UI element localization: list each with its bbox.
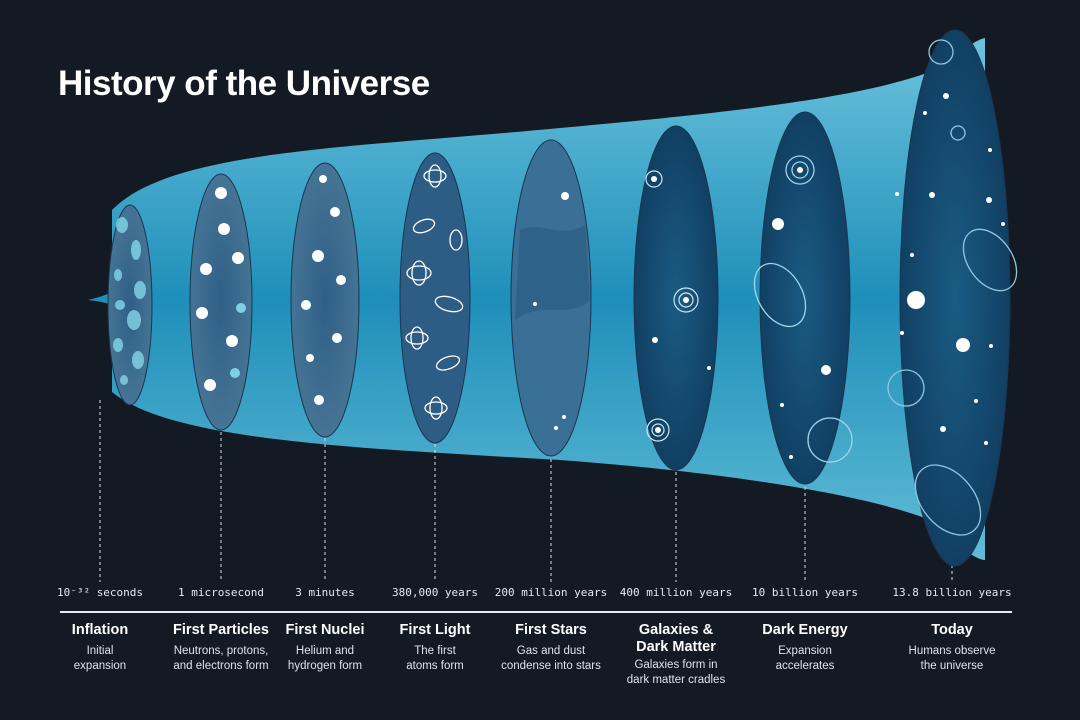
- era-first-nuclei: First Nuclei Helium and hydrogen form: [285, 622, 365, 672]
- era-first-light: First Light The first atoms form: [399, 622, 471, 672]
- ellipse-today: [887, 29, 1018, 567]
- time-galaxies: 400 million years: [619, 586, 733, 599]
- time-dark-energy: 10 billion years: [752, 586, 858, 599]
- ellipse-galaxies-dark-matter: [633, 125, 719, 471]
- time-first-stars: 200 million years: [494, 586, 608, 599]
- era-first-stars: First Stars Gas and dust condense into st…: [501, 622, 601, 672]
- timeline-rule: [60, 611, 1012, 613]
- ellipse-inflation: [107, 204, 153, 406]
- era-dark-energy: Dark Energy Expansion accelerates: [762, 622, 848, 672]
- page-title: History of the Universe: [58, 64, 430, 103]
- era-galaxies-dark-matter: Galaxies & Dark Matter Galaxies form in da…: [626, 622, 726, 686]
- ellipse-first-nuclei: [290, 162, 360, 438]
- time-today: 13.8 billion years: [892, 586, 1012, 599]
- timeline-times: 10⁻³² seconds 1 microsecond 3 minutes 38…: [0, 586, 1080, 606]
- time-first-particles: 1 microsecond: [177, 586, 265, 599]
- era-inflation: Inflation Initial expansion: [71, 622, 129, 672]
- time-first-nuclei: 3 minutes: [295, 586, 355, 599]
- ellipse-first-stars: [510, 139, 592, 457]
- era-first-particles: First Particles Neutrons, protons, and el…: [173, 622, 269, 672]
- ellipse-first-particles: [189, 173, 253, 431]
- ellipse-dark-energy: [753, 111, 853, 485]
- time-inflation: 10⁻³² seconds: [56, 586, 144, 599]
- ellipse-first-light: [399, 152, 471, 444]
- time-first-light: 380,000 years: [391, 586, 479, 599]
- era-today: Today Humans observe the universe: [908, 622, 996, 672]
- timeline-guides: [99, 400, 953, 582]
